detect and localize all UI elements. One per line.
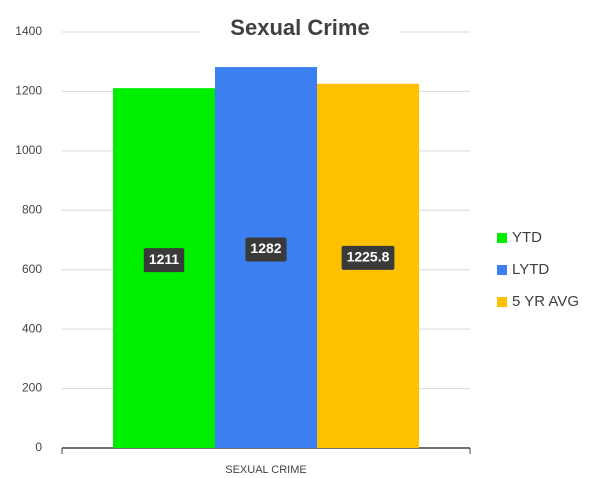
legend-swatch <box>497 265 507 275</box>
data-label: 1211 <box>143 248 185 273</box>
data-label-text: 1282 <box>250 240 281 256</box>
data-label: 1225.8 <box>341 245 395 270</box>
y-tick-label: 600 <box>22 262 42 276</box>
y-tick-label: 400 <box>22 321 42 335</box>
y-tick-label: 1000 <box>15 143 42 157</box>
data-label: 1282 <box>245 237 287 262</box>
y-tick-label: 1400 <box>15 24 42 38</box>
title-background <box>200 14 400 44</box>
x-tick-label: SEXUAL CRIME <box>225 464 307 476</box>
legend-swatch <box>497 233 507 243</box>
y-tick-label: 0 <box>35 440 42 454</box>
legend-swatch <box>497 297 507 307</box>
data-label-background <box>245 237 287 262</box>
legend-label: 5 YR AVG <box>512 293 579 310</box>
data-label-text: 1211 <box>149 251 180 267</box>
legend-label: YTD <box>512 229 542 246</box>
legend-label: LYTD <box>512 261 549 278</box>
data-label-background <box>341 245 395 270</box>
data-label-background <box>143 248 185 273</box>
y-tick-label: 200 <box>22 381 42 395</box>
y-tick-label: 800 <box>22 202 42 216</box>
y-tick-label: 1200 <box>15 84 42 98</box>
chart-title: Sexual Crime <box>230 15 369 40</box>
data-label-text: 1225.8 <box>347 249 390 265</box>
